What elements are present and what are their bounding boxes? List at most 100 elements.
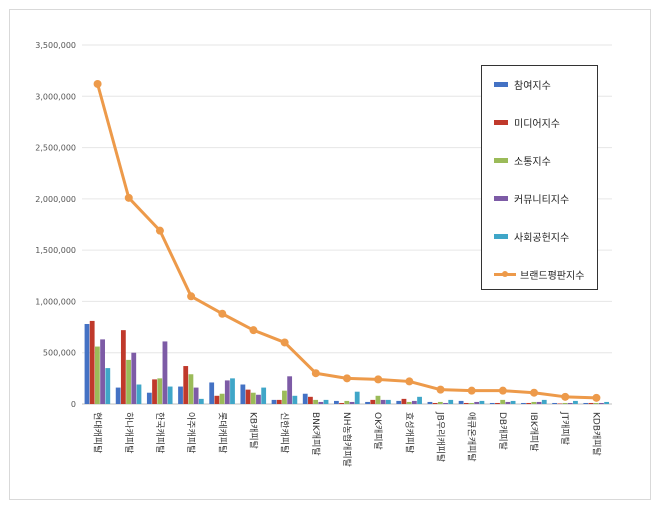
line-point <box>155 226 164 235</box>
bar <box>458 400 464 404</box>
bar <box>489 402 495 404</box>
line-point <box>343 374 351 383</box>
bar <box>531 401 537 404</box>
bar <box>536 401 542 404</box>
legend-swatch <box>494 269 516 279</box>
bar <box>271 399 277 404</box>
legend-swatch <box>494 81 508 87</box>
bar <box>318 401 324 404</box>
bar <box>152 379 157 404</box>
bar <box>354 391 360 404</box>
bar <box>432 402 438 404</box>
legend-item: 참여지수 <box>494 77 551 92</box>
x-tick-label: JB우리캐피탈 <box>435 411 446 462</box>
x-tick-label: OK캐피탈 <box>372 412 383 450</box>
bar <box>599 402 604 404</box>
bar-series <box>84 320 610 404</box>
bar <box>120 330 126 404</box>
bar <box>282 390 287 404</box>
bar <box>505 401 511 404</box>
bar <box>474 401 480 404</box>
bar <box>198 398 204 404</box>
line-point <box>374 375 383 384</box>
bar <box>287 376 293 404</box>
legend-label: 사회공헌지수 <box>514 232 570 244</box>
bar <box>385 399 391 404</box>
bar <box>562 402 568 404</box>
legend-item: 사회공헌지수 <box>494 229 570 244</box>
y-tick-label: 2,000,000 <box>35 195 76 204</box>
x-tick-label: JT캐피탈 <box>559 411 570 445</box>
legend-item: 커뮤니티지수 <box>494 191 569 206</box>
bar <box>604 401 610 404</box>
x-tick-label: 롯데캐피탈 <box>216 412 227 453</box>
bar <box>292 395 298 404</box>
x-tick-label: 신한캐피탈 <box>279 412 290 453</box>
bar <box>526 402 532 404</box>
bar <box>401 398 407 404</box>
x-tick-label: 현대캐피탈 <box>92 412 103 453</box>
bar <box>417 396 422 404</box>
line-point <box>311 369 320 378</box>
line-point <box>93 79 102 88</box>
bar <box>443 402 448 404</box>
x-tick-label: KB캐피탈 <box>247 412 258 449</box>
legend-label: 브랜드평판지수 <box>520 270 585 282</box>
x-tick-label: DB캐피탈 <box>497 412 508 450</box>
line-point <box>405 377 414 386</box>
bar <box>380 399 386 404</box>
line-point <box>530 388 539 397</box>
legend-swatch <box>494 233 508 239</box>
bar <box>323 399 329 404</box>
bar <box>100 339 105 404</box>
legend-item: 미디어지수 <box>494 115 560 130</box>
bar <box>583 402 589 404</box>
line-series <box>93 79 601 402</box>
bar <box>240 384 246 404</box>
y-tick-label: 3,500,000 <box>35 41 76 50</box>
bar <box>339 402 344 404</box>
legend-swatch <box>494 195 508 201</box>
bar <box>375 395 381 404</box>
bar <box>89 320 95 404</box>
bar <box>276 399 282 404</box>
line-point <box>498 386 507 395</box>
y-tick-label: 500,000 <box>43 349 76 358</box>
bar <box>479 400 485 404</box>
bar <box>437 401 443 404</box>
bar <box>448 399 454 404</box>
legend-swatch <box>494 157 508 163</box>
bar <box>302 393 308 404</box>
line-point <box>592 393 601 402</box>
bar <box>157 378 163 404</box>
line-point <box>124 193 133 202</box>
chart-canvas: 0 500,000 1,000,000 1,500,000 2,000,000 2,500… <box>35 41 612 467</box>
bar <box>365 401 370 404</box>
y-tick-label: 3,000,000 <box>35 92 76 101</box>
bar <box>209 382 215 404</box>
bar <box>427 401 433 404</box>
x-tick-label: 애큐온캐피탈 <box>466 412 477 462</box>
bar <box>178 386 183 404</box>
x-tick-label: 하나캐피탈 <box>123 412 134 453</box>
bar <box>344 400 350 404</box>
bar <box>245 389 251 404</box>
bar <box>567 402 573 404</box>
bar <box>500 399 506 404</box>
legend-label: 소통지수 <box>514 156 551 168</box>
bar <box>308 396 313 404</box>
bar <box>521 402 526 404</box>
bar <box>261 387 267 404</box>
bar <box>334 400 339 404</box>
line-point <box>218 309 227 318</box>
bar <box>411 400 417 404</box>
y-axis: 0 500,000 1,000,000 1,500,000 2,000,000 2,500… <box>35 41 76 409</box>
bar <box>193 387 199 404</box>
bar <box>370 399 376 404</box>
x-tick-label: 한국캐피탈 <box>154 412 165 453</box>
line-point <box>436 385 445 394</box>
x-axis: 현대캐피탈 하나캐피탈 한국캐피탈 아주캐피탈 롯데캐피탈 KB캐피탈 신한캐피탈 BNK캐피… <box>92 411 602 467</box>
bar <box>573 400 578 404</box>
bar <box>510 400 516 404</box>
bar <box>94 346 100 404</box>
